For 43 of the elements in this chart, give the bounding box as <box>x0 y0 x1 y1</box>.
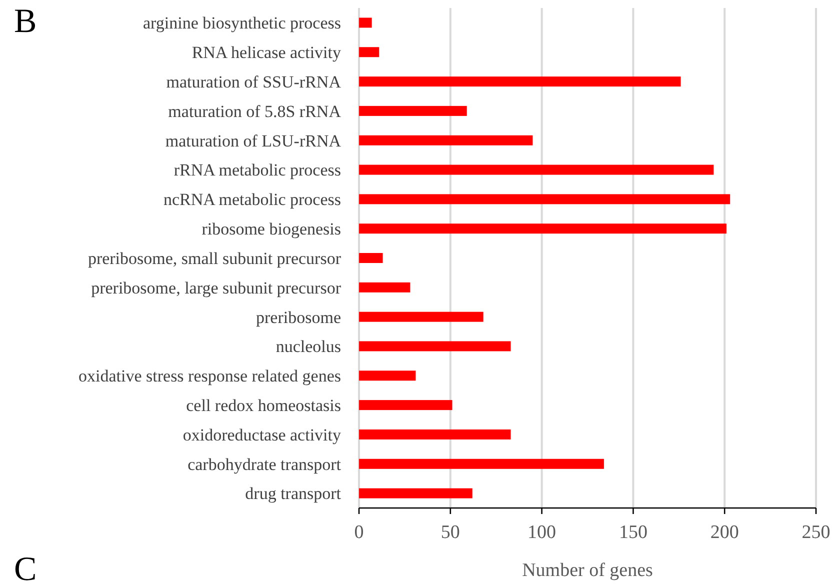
bar <box>359 488 472 498</box>
bar <box>359 135 533 146</box>
y-tick-label: oxidative stress response related genes <box>78 366 341 386</box>
bar <box>359 164 714 175</box>
bar <box>359 224 726 234</box>
bar <box>359 106 467 116</box>
x-tick-label: 100 <box>528 522 556 543</box>
x-tick-label: 150 <box>618 522 648 543</box>
y-tick-label: maturation of LSU-rRNA <box>165 131 342 150</box>
bar <box>359 76 681 87</box>
text: B <box>14 3 37 40</box>
bar <box>359 341 511 352</box>
y-tick-label: cell redox homeostasis <box>186 396 341 416</box>
bar <box>359 253 383 263</box>
x-tick-label: 50 <box>440 522 460 543</box>
bar <box>359 400 452 410</box>
bar <box>359 312 484 322</box>
x-tick-label: 0 <box>354 522 364 543</box>
y-tick-label: preribosome <box>256 308 341 327</box>
bar <box>359 47 380 58</box>
y-tick-label: nucleolus <box>276 337 341 356</box>
x-axis-title: Number of genes <box>522 560 653 581</box>
y-tick-label: ribosome biogenesis <box>202 220 341 239</box>
bar <box>359 194 730 204</box>
bar <box>359 282 410 292</box>
y-tick-label: preribosome, small subunit precursor <box>88 248 342 268</box>
bar <box>359 18 372 28</box>
text: C <box>14 551 37 586</box>
y-tick-label: drug transport <box>245 484 342 504</box>
y-tick-label: RNA helicase activity <box>192 43 342 62</box>
y-tick-label: oxidoreductase activity <box>182 425 342 444</box>
y-tick-label: maturation of SSU-rRNA <box>166 72 342 92</box>
y-tick-label: arginine biosynthetic process <box>143 14 341 33</box>
x-tick-label: 200 <box>710 522 739 543</box>
y-tick-label: preribosome, large subunit precursor <box>91 278 342 298</box>
y-tick-label: ncRNA metabolic process <box>163 190 341 210</box>
bar <box>359 458 604 469</box>
x-tick-label: 250 <box>802 522 830 543</box>
bar <box>359 429 511 440</box>
y-tick-label: maturation of 5.8S rRNA <box>168 102 342 121</box>
y-tick-label: carbohydrate transport <box>188 454 342 474</box>
bar <box>359 370 416 381</box>
y-tick-label: rRNA metabolic process <box>174 160 341 180</box>
